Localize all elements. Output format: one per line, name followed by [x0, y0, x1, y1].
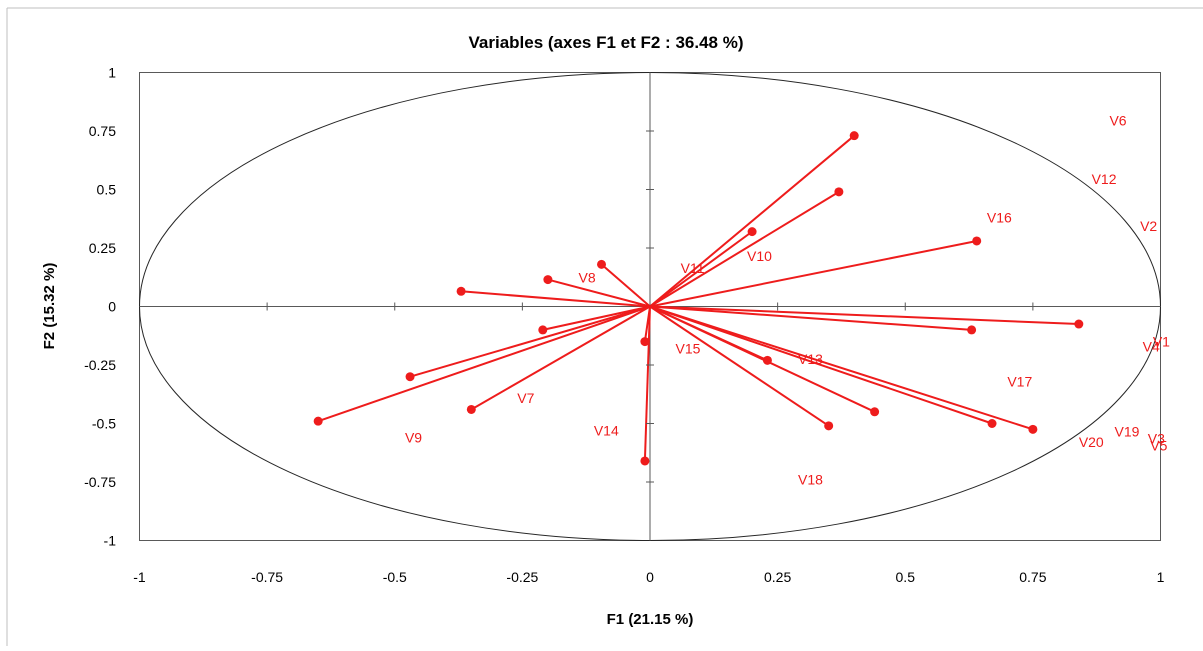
x-tick-label: -0.25 [506, 569, 538, 585]
variable-point [640, 337, 650, 347]
x-tick-label: 1 [1157, 569, 1165, 585]
x-tick-label: 0.75 [1019, 569, 1046, 585]
variable-point [747, 227, 757, 237]
y-tick-label: 0.5 [97, 182, 117, 198]
y-tick-label: 0.25 [89, 240, 116, 256]
variable-vector [649, 305, 876, 413]
variable-point [870, 407, 880, 417]
y-tick-label: -0.75 [84, 474, 116, 490]
y-tick-label: 1 [108, 65, 116, 81]
variable-vector [649, 305, 830, 427]
variable-vector [409, 305, 651, 378]
y-tick-label: -1 [104, 533, 117, 549]
variable-vector [649, 134, 855, 308]
variable-point [597, 259, 607, 269]
variable-vector [542, 305, 651, 331]
variable-label: V19 [1115, 424, 1140, 440]
variable-vector [461, 290, 651, 308]
variable-label: V11 [681, 260, 705, 276]
y-tick-label: 0.75 [89, 123, 116, 139]
variable-label: V16 [987, 210, 1012, 226]
variable-label: V17 [1007, 373, 1032, 389]
variable-label: V9 [405, 430, 422, 446]
variable-label: V10 [747, 248, 772, 264]
variable-point [405, 372, 415, 382]
x-tick-label: -0.75 [251, 569, 283, 585]
variable-vector [470, 305, 651, 411]
variable-point [849, 131, 859, 141]
variable-point [640, 456, 650, 466]
variable-label: V20 [1079, 434, 1104, 450]
variable-vector [317, 305, 651, 423]
variable-vector [600, 263, 651, 308]
variable-label: V3 [1148, 431, 1165, 447]
variable-label: V12 [1092, 171, 1117, 187]
variable-label: V2 [1140, 218, 1157, 234]
variable-point [466, 404, 476, 414]
variable-label: V5 [1150, 438, 1167, 454]
variable-vector [649, 305, 1034, 431]
variable-point [834, 187, 844, 197]
variable-vector [649, 305, 1079, 326]
variable-point [538, 325, 548, 335]
variable-label: V4 [1143, 338, 1160, 354]
variable-point [987, 419, 997, 428]
variable-point [456, 286, 466, 296]
chart-title: Variables (axes F1 et F2 : 36.48 %) [469, 33, 744, 52]
variable-point [762, 355, 772, 365]
variable-label: V1 [1153, 334, 1170, 350]
variable-point [1074, 319, 1084, 329]
variable-vector [649, 305, 993, 425]
variable-vector [649, 305, 972, 331]
variable-label: V6 [1109, 112, 1126, 128]
y-tick-label: 0 [108, 299, 116, 315]
x-tick-label: -0.5 [383, 569, 407, 585]
y-axis-title: F2 (15.32 %) [41, 263, 58, 350]
x-tick-label: 0.5 [896, 569, 916, 585]
variable-point [967, 325, 977, 335]
variable-point [972, 236, 982, 246]
variable-point [1028, 424, 1038, 434]
x-tick-label: 0.25 [764, 569, 791, 585]
variable-label: V13 [798, 351, 823, 367]
variable-vector [649, 239, 977, 308]
variable-vector [649, 190, 840, 308]
variable-label: V15 [676, 341, 701, 357]
variable-label: V14 [594, 423, 619, 439]
y-tick-label: -0.25 [84, 357, 116, 373]
x-tick-label: 0 [646, 569, 654, 585]
variable-vector [643, 306, 651, 461]
variable-point [313, 416, 323, 426]
variable-point [543, 275, 553, 285]
variable-point [824, 421, 834, 431]
variable-vector [547, 278, 651, 308]
variable-label: V7 [517, 390, 534, 406]
variable-label: V18 [798, 472, 823, 488]
y-tick-label: -0.5 [92, 416, 116, 432]
x-axis-title: F1 (21.15 %) [607, 611, 694, 628]
x-tick-label: -1 [133, 569, 146, 585]
variable-label: V8 [579, 269, 596, 285]
variable-vector [649, 230, 753, 308]
